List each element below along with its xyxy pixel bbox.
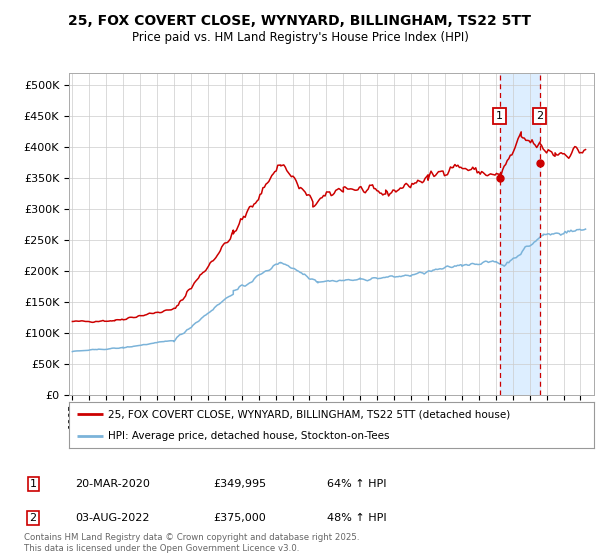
Text: 2: 2 [29, 513, 37, 523]
Bar [499, 73, 540, 395]
Text: 1: 1 [496, 111, 503, 121]
Text: Price paid vs. HM Land Registry's House Price Index (HPI): Price paid vs. HM Land Registry's House … [131, 31, 469, 44]
Text: 25, FOX COVERT CLOSE, WYNYARD, BILLINGHAM, TS22 5TT (detached house): 25, FOX COVERT CLOSE, WYNYARD, BILLINGHA… [109, 409, 511, 419]
Text: 25, FOX COVERT CLOSE, WYNYARD, BILLINGHAM, TS22 5TT: 25, FOX COVERT CLOSE, WYNYARD, BILLINGHA… [68, 14, 532, 28]
Text: 2: 2 [536, 111, 544, 121]
Text: 64% ↑ HPI: 64% ↑ HPI [327, 479, 386, 489]
Text: £349,995: £349,995 [213, 479, 266, 489]
Text: Contains HM Land Registry data © Crown copyright and database right 2025.
This d: Contains HM Land Registry data © Crown c… [24, 533, 359, 553]
Text: 48% ↑ HPI: 48% ↑ HPI [327, 513, 386, 523]
Text: 1: 1 [29, 479, 37, 489]
Text: HPI: Average price, detached house, Stockton-on-Tees: HPI: Average price, detached house, Stoc… [109, 431, 390, 441]
Text: £375,000: £375,000 [213, 513, 266, 523]
Text: 03-AUG-2022: 03-AUG-2022 [75, 513, 149, 523]
Text: 20-MAR-2020: 20-MAR-2020 [75, 479, 150, 489]
